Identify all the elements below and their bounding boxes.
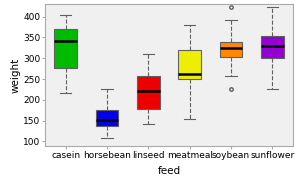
Y-axis label: weight: weight [10,58,20,93]
X-axis label: feed: feed [158,166,181,176]
PathPatch shape [137,76,160,109]
PathPatch shape [96,110,118,126]
PathPatch shape [178,50,201,79]
PathPatch shape [220,42,242,57]
PathPatch shape [261,36,284,58]
PathPatch shape [54,29,77,68]
